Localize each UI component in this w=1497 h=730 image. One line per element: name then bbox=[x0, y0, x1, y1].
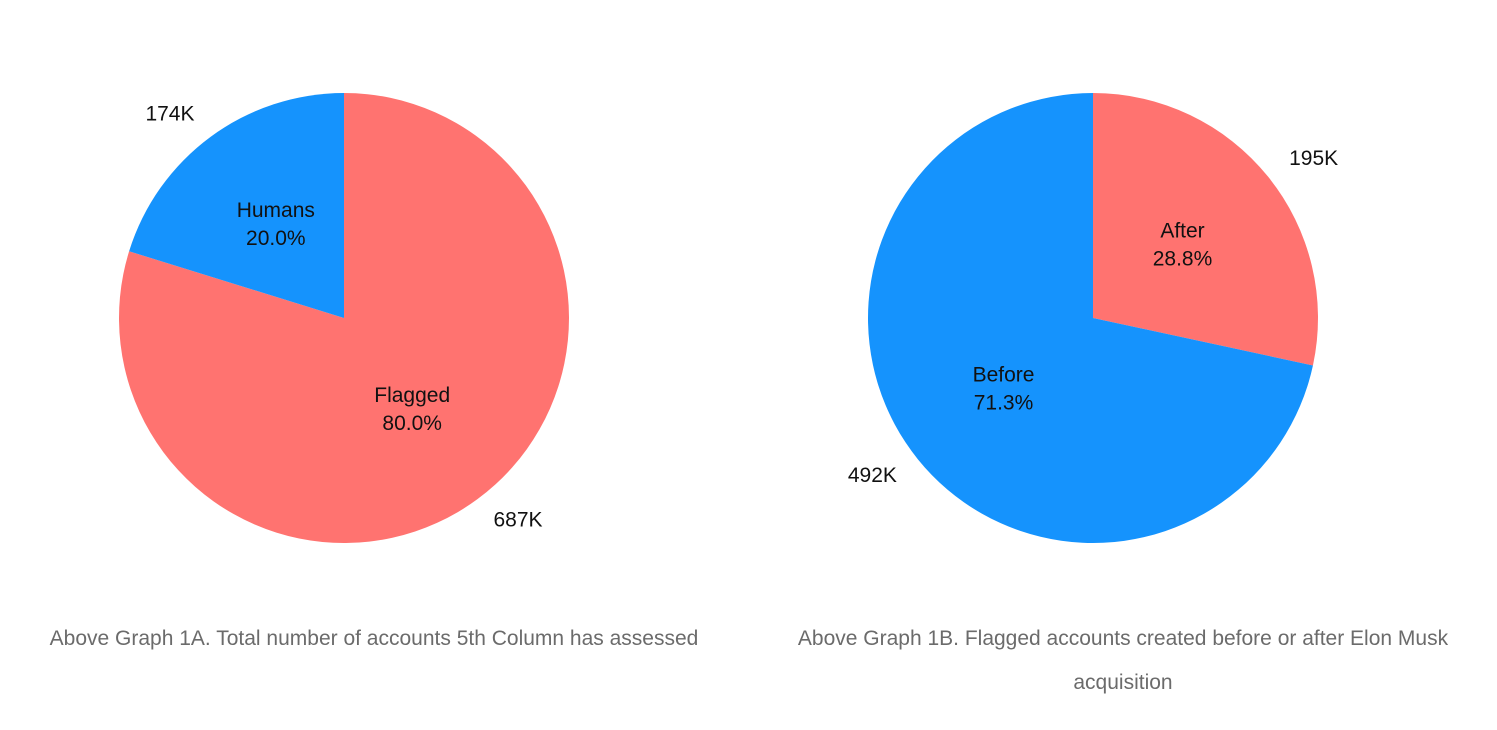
slice-name-label-1a-humans: Humans bbox=[237, 199, 315, 222]
caption-1b: Above Graph 1B. Flagged accounts created… bbox=[797, 627, 1449, 694]
pie-slice-1a-humans bbox=[129, 93, 344, 318]
chart-1a: Flagged 80.0% 687K Humans 20.0% 174K Above Gr… bbox=[0, 0, 748, 730]
pie-chart-1a: Flagged 80.0% 687K Humans 20.0% 174K bbox=[119, 93, 570, 543]
pie-chart-1b: After 28.8% 195K Before 71.3% 492K bbox=[848, 93, 1338, 543]
slice-name-label-1a-flagged: Flagged bbox=[374, 384, 450, 407]
slice-name-label-1b-after: After bbox=[1160, 219, 1204, 242]
slice-percent-label-1a-humans: 20.0% bbox=[246, 227, 306, 250]
chart-1b: After 28.8% 195K Before 71.3% 492K Above Grap… bbox=[749, 0, 1497, 730]
slice-name-label-1b-before: Before bbox=[973, 364, 1035, 387]
caption-1a: Above Graph 1A. Total number of accounts… bbox=[49, 627, 699, 650]
pie-slice-1a-flagged bbox=[119, 93, 570, 543]
slice-value-label-1b-before: 492K bbox=[848, 464, 897, 487]
slice-value-label-1b-after: 195K bbox=[1289, 147, 1338, 170]
slice-percent-label-1b-before: 71.3% bbox=[974, 392, 1034, 415]
slice-value-label-1a-flagged: 687K bbox=[494, 508, 543, 531]
pie-slice-1b-before bbox=[867, 93, 1313, 543]
pie-slice-1b-after bbox=[1093, 93, 1318, 366]
slice-percent-label-1b-after: 28.8% bbox=[1153, 247, 1213, 270]
slice-percent-label-1a-flagged: 80.0% bbox=[382, 412, 442, 435]
slice-value-label-1a-humans: 174K bbox=[145, 103, 194, 126]
